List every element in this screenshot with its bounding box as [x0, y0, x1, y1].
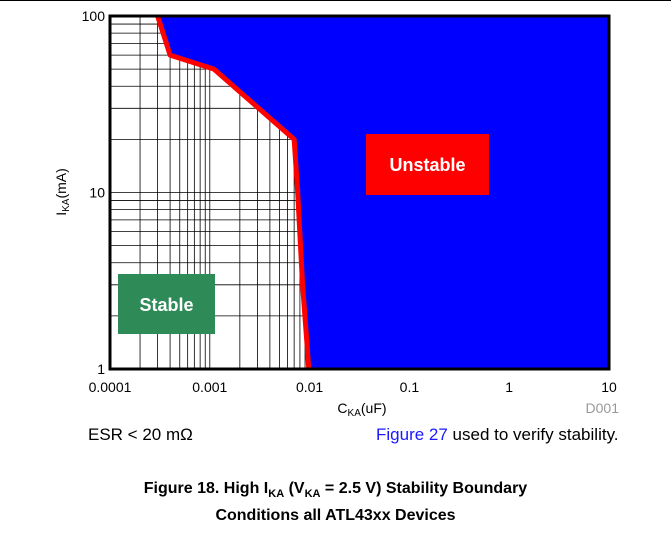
x-tick-label: 10: [601, 379, 617, 395]
y-tick-label: 1: [97, 361, 105, 377]
caption-line-2: Conditions all ATL43xx Devices: [215, 507, 456, 525]
y-tick-label: 100: [82, 8, 106, 24]
figure-code: D001: [586, 400, 620, 416]
caption-line-1: Figure 18. High IKA (VKA = 2.5 V) Stabil…: [0, 478, 671, 505]
verify-note: Figure 27 used to verify stability.: [376, 425, 619, 445]
x-tick-label: 0.001: [192, 379, 227, 395]
unstable-badge: [366, 134, 489, 195]
figure-27-link[interactable]: Figure 27: [376, 425, 448, 444]
y-axis-title-main: I: [53, 212, 69, 216]
x-axis-title: CKA(uF): [337, 400, 386, 419]
y-tick-label: 10: [89, 185, 105, 201]
y-axis-title-sub: KA: [61, 198, 72, 212]
x-tick-label: 1: [505, 379, 513, 395]
unstable-label: Unstable: [389, 155, 465, 175]
verify-note-text: used to verify stability.: [447, 425, 619, 444]
x-axis-title-sub: KA: [348, 408, 362, 419]
x-axis-title-main: C: [337, 400, 347, 416]
stability-boundary-line: [155, 15, 312, 370]
x-tick-label: 0.1: [400, 379, 420, 395]
caption-part-a: Figure 18. High I: [143, 480, 269, 497]
figure-caption: Figure 18. High IKA (VKA = 2.5 V) Stabil…: [0, 478, 671, 526]
y-axis-tick-labels: 1 10 100: [82, 8, 106, 377]
plot-frame: [108, 14, 611, 371]
x-axis-title-tail: (uF): [361, 400, 387, 416]
x-tick-label: 0.01: [296, 379, 323, 395]
caption-part-b: (V: [284, 480, 305, 497]
stability-chart: Unstable Stable 0.0001 0.001 0.01 0.1 1 10 11…: [53, 8, 620, 419]
esr-note: ESR < 20 mΩ: [88, 425, 193, 444]
y-axis-title: IKA(mA): [53, 168, 72, 216]
caption-part-c: = 2.5 V) Stability Boundary: [320, 480, 528, 497]
x-axis-tick-labels: 0.0001 0.001 0.01 0.1 1 10: [89, 379, 617, 395]
top-rule: [0, 0, 671, 1]
x-tick-label: 0.0001: [89, 379, 132, 395]
y-axis-title-tail: (mA): [53, 168, 69, 198]
caption-sub-1: KA: [268, 488, 285, 501]
caption-sub-2: KA: [304, 488, 321, 501]
stable-badge: [118, 274, 215, 334]
stable-label: Stable: [139, 295, 193, 315]
